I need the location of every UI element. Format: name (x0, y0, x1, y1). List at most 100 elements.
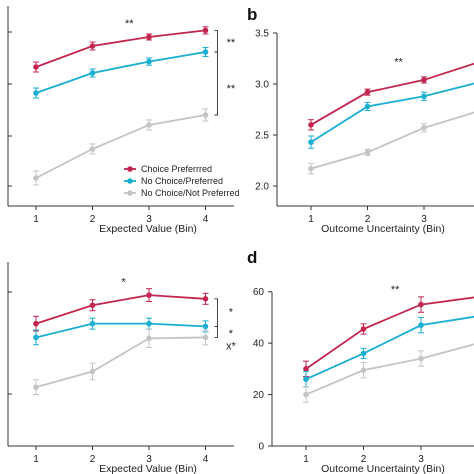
y-tick-label: 3.0 (255, 80, 269, 91)
legend-swatch-marker (127, 178, 133, 184)
y-tick-label: 2.0 (255, 182, 269, 193)
x-tick-label: 1 (33, 454, 39, 465)
y-tick-label: 60 (253, 287, 265, 298)
x-tick-label: 2 (361, 454, 367, 465)
significance-marker: ** (227, 83, 236, 95)
data-point (89, 70, 96, 76)
chart-panel-4: 1 2 3 0 20 40 60 Outcome Uncertainty (Bin) d ** (247, 248, 474, 474)
significance-bracket (214, 51, 218, 116)
data-point (303, 376, 309, 382)
data-point (33, 320, 39, 327)
data-point (418, 322, 424, 328)
significance-marker: x* (226, 341, 237, 353)
x-tick-label: 2 (90, 214, 96, 225)
data-point (89, 302, 96, 309)
legend-swatch-marker (127, 190, 133, 196)
data-point (418, 355, 424, 362)
data-point (146, 292, 152, 298)
legend-item-label: No Choice/Not Preferred (141, 188, 240, 198)
data-point (33, 64, 39, 70)
series-line-choice-preferred (305, 296, 474, 370)
series-line-no-choice-preferred (35, 322, 206, 339)
data-point (33, 175, 39, 181)
legend-item-label: No Choice/Preferred (141, 176, 223, 186)
x-tick-label: 2 (90, 454, 96, 465)
data-point (308, 122, 314, 128)
significance-bracket (214, 298, 218, 327)
significance-bracket (214, 325, 218, 338)
y-tick-label: 0 (258, 442, 264, 453)
data-point (202, 49, 209, 55)
data-point (303, 366, 309, 372)
x-tick-label: 3 (146, 214, 152, 225)
data-point (418, 301, 424, 308)
data-point (360, 350, 367, 357)
data-point (202, 296, 209, 302)
series-line-choice-preferred (310, 62, 474, 126)
data-point (33, 334, 39, 341)
x-tick-label: 1 (33, 214, 39, 225)
series-line-choice-preferred (35, 294, 206, 325)
x-tick-label: 1 (303, 454, 309, 465)
significance-marker: * (229, 307, 234, 319)
series-line-no-choice-not-preferred (305, 343, 474, 396)
data-point (146, 122, 152, 128)
x-tick-label: 4 (203, 454, 209, 465)
data-point (364, 89, 371, 95)
significance-bracket (214, 29, 218, 53)
significance-marker: ** (125, 18, 134, 30)
data-point (360, 326, 367, 332)
data-point (308, 165, 314, 172)
y-tick-label: 40 (253, 339, 265, 350)
chart-panel-2: 1 2 3 2.0 2.5 3.0 3.5 Outcome Uncertainty (Bin)… (247, 5, 474, 235)
panel-label: b (247, 5, 257, 24)
data-point (364, 149, 371, 156)
data-point (202, 323, 209, 330)
data-point (146, 58, 152, 65)
series-line-no-choice-not-preferred (35, 336, 206, 388)
chart-panel-1: 1 2 3 4 Expected Value (Bin) ** ** ** (7, 6, 236, 235)
x-axis-label: Outcome Uncertainty (Bin) (321, 223, 445, 235)
significance-marker: ** (391, 284, 400, 296)
x-tick-label: 3 (146, 454, 152, 465)
x-axis-label: Outcome Uncertainty (Bin) (321, 463, 445, 474)
data-point (421, 77, 427, 83)
data-point (89, 320, 96, 327)
x-tick-label: 1 (308, 214, 314, 225)
data-point (303, 391, 309, 398)
data-point (89, 368, 96, 375)
significance-marker: ** (394, 57, 403, 69)
data-point (146, 34, 152, 40)
significance-marker: ** (227, 37, 236, 49)
data-point (146, 335, 152, 342)
series-line-no-choice-not-preferred (35, 114, 206, 179)
y-tick-label: 20 (253, 390, 265, 401)
panel-label: d (247, 248, 257, 267)
x-tick-label: 3 (421, 214, 427, 225)
series-line-no-choice-preferred (310, 82, 474, 143)
data-point (364, 103, 371, 110)
data-point (146, 320, 152, 327)
data-point (360, 367, 367, 373)
significance-marker: * (229, 328, 234, 340)
data-point (202, 27, 209, 34)
x-tick-label: 3 (418, 454, 424, 465)
y-tick-label: 3.5 (255, 29, 269, 40)
legend-swatch-marker (127, 166, 133, 172)
x-axis-label: Expected Value (Bin) (99, 223, 197, 235)
series-line-no-choice-preferred (35, 51, 206, 94)
y-tick-label: 2.5 (255, 131, 269, 142)
data-point (202, 112, 209, 118)
data-point (33, 90, 39, 96)
x-axis-label: Expected Value (Bin) (99, 463, 197, 474)
series-line-no-choice-preferred (305, 315, 474, 380)
data-point (421, 93, 427, 100)
data-point (33, 384, 39, 390)
data-point (89, 43, 96, 49)
legend: Choice Preferrred No Choice/Preferred No C… (124, 164, 240, 198)
data-point (202, 334, 209, 341)
legend-item-label: Choice Preferrred (141, 164, 212, 174)
data-point (421, 125, 427, 131)
